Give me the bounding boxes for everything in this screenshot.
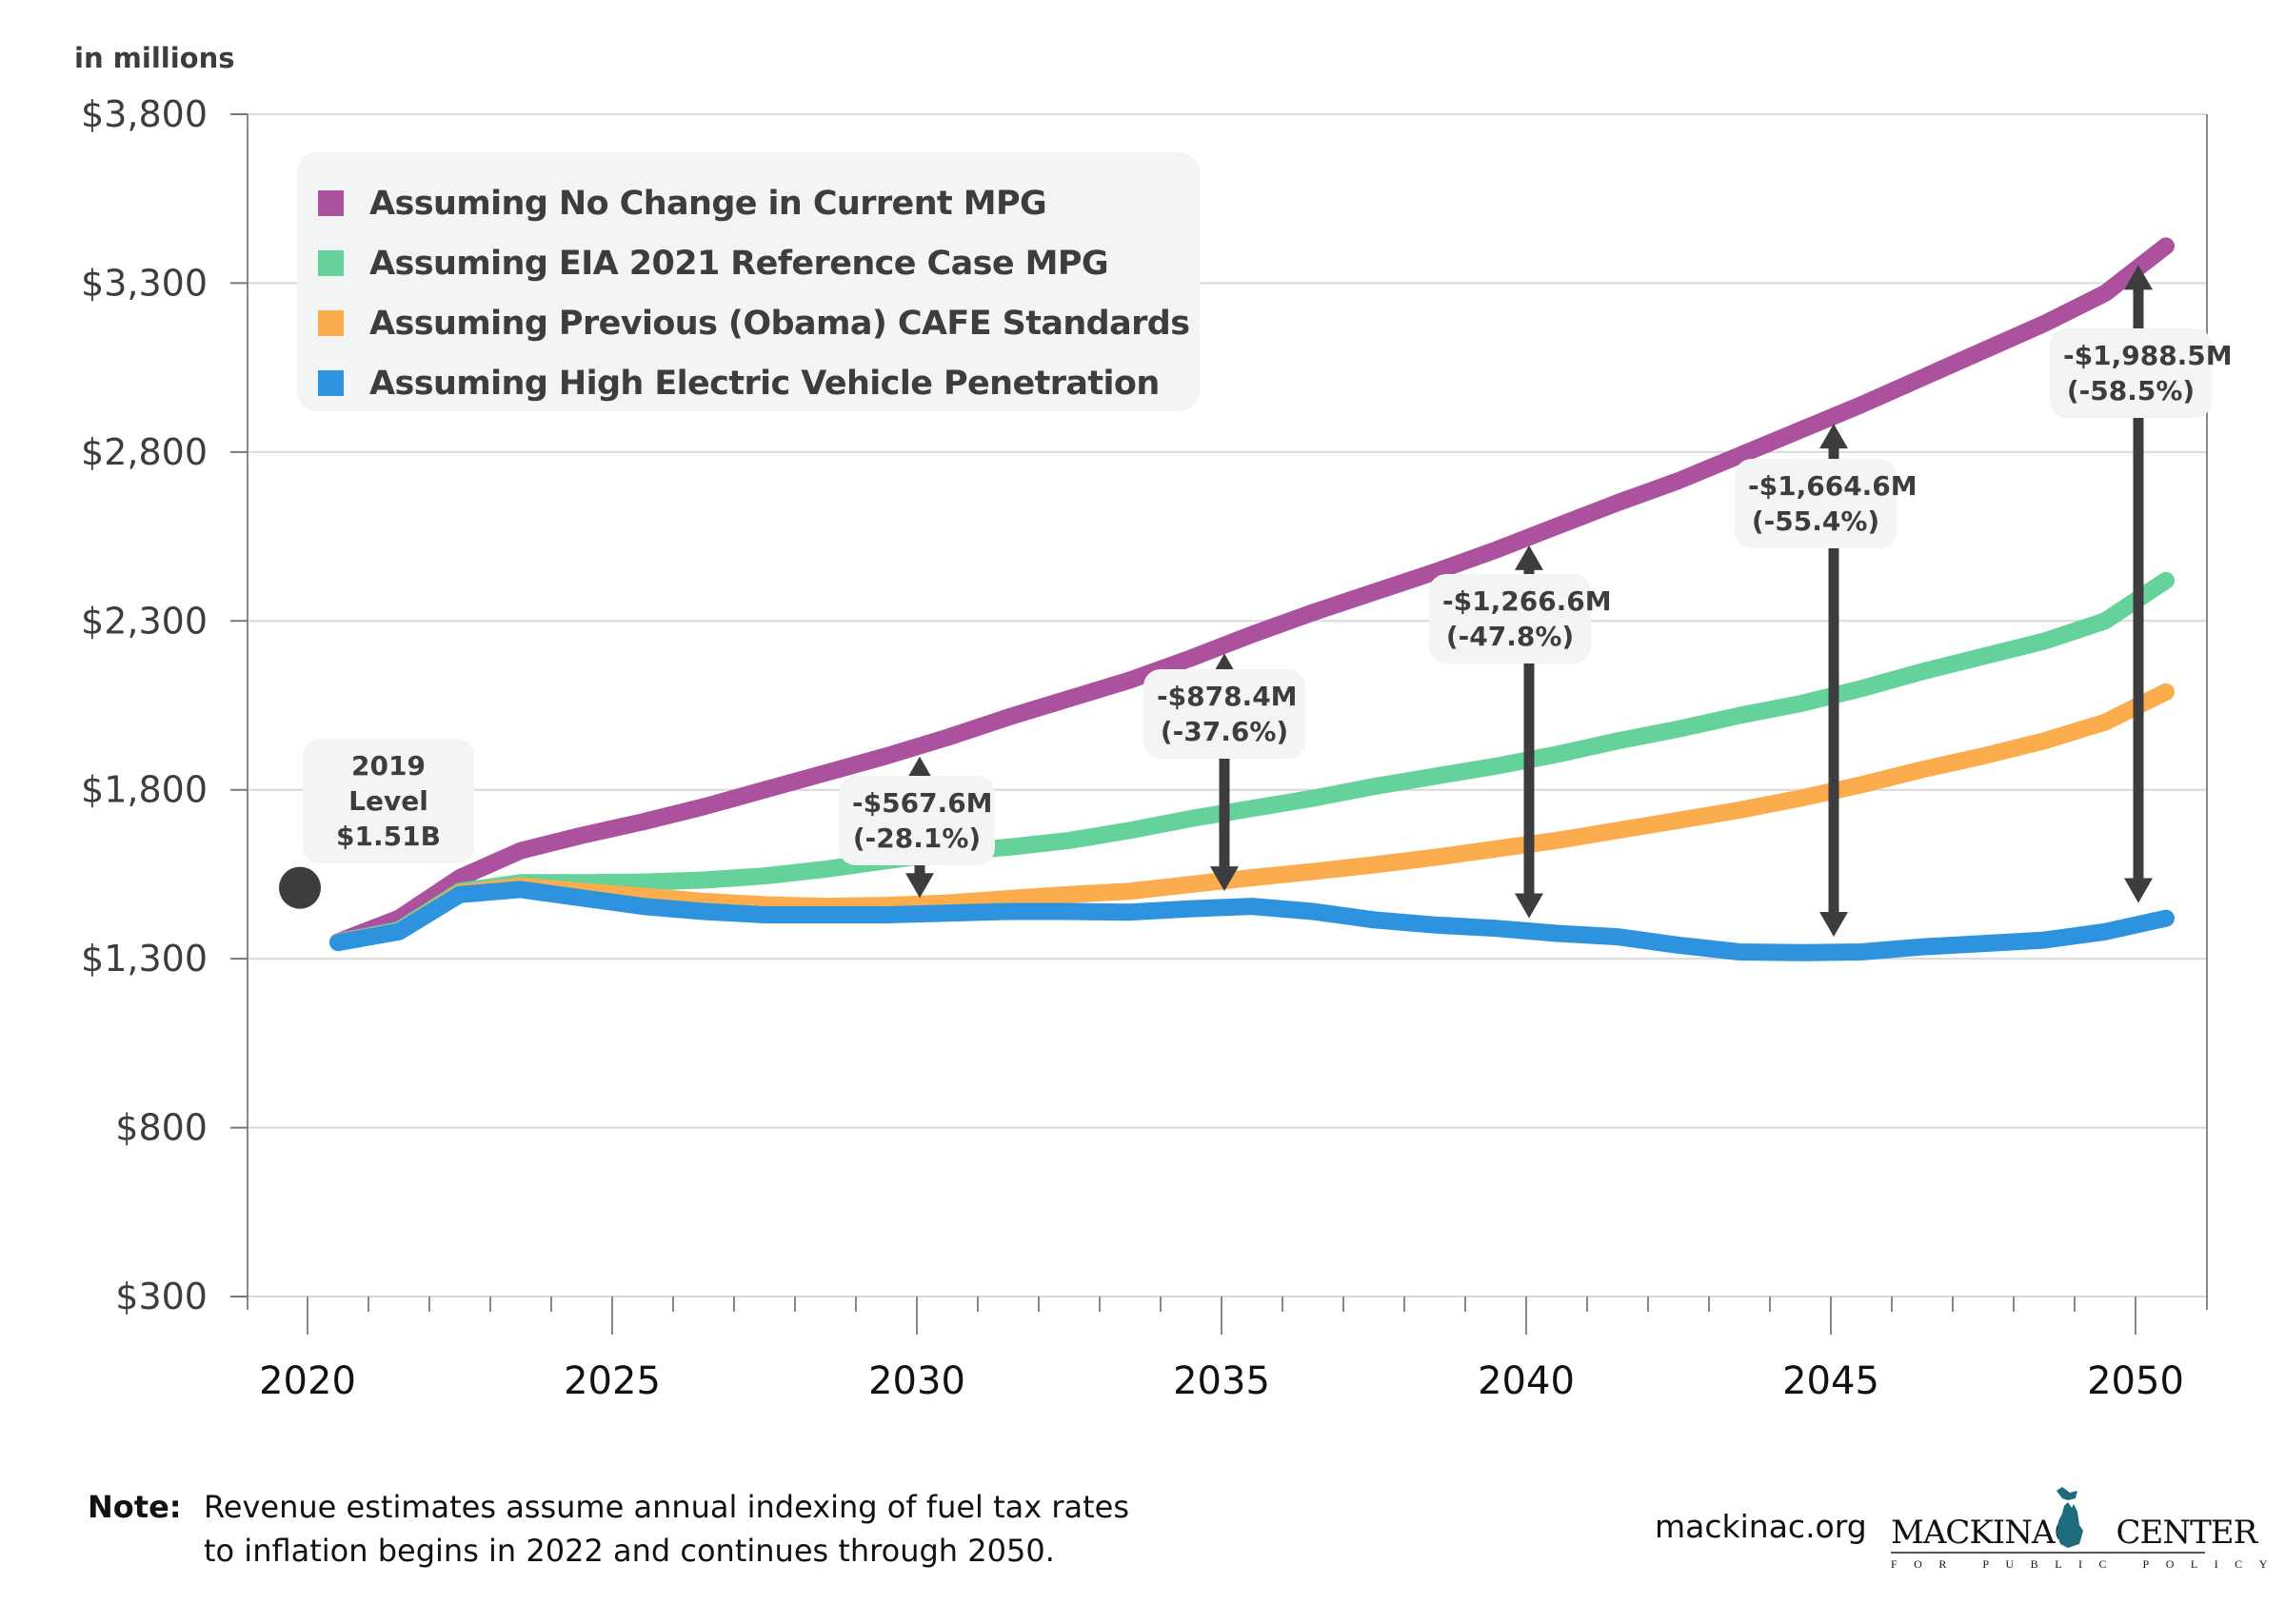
annotation-amount: -$1,664.6M: [1748, 470, 1917, 502]
mackinac-center-logo: MACKINAC CENTER FOR PUBLIC POLICY: [1891, 1487, 2284, 1573]
reference-label-line2: $1.51B: [336, 821, 441, 852]
x-tick-label: 2045: [1782, 1359, 1879, 1403]
y-tick-label: $1,300: [81, 938, 208, 980]
arrow-head-down: [2124, 878, 2153, 903]
axes: [247, 114, 2208, 1310]
x-axis-ticks: 2020 2025 2030 2035 2040 2045 2050: [259, 1297, 2184, 1403]
series-line-4: [329, 881, 2175, 961]
legend: Assuming No Change in Current MPG Assumi…: [297, 152, 1200, 411]
annotation-2045: -$1,664.6M (-55.4%): [1735, 459, 1917, 548]
legend-swatch-blue: [318, 370, 344, 396]
annotation-2030: -$567.6M (-28.1%): [839, 776, 995, 865]
series-line-1: [329, 237, 2175, 951]
x-tick-label: 2050: [2087, 1359, 2184, 1403]
logo-wordmark: MACKINAC CENTER: [1891, 1514, 2258, 1552]
arrow-head-up: [2124, 265, 2153, 290]
reference-2019-label: 2019 Level $1.51B: [303, 739, 474, 863]
y-tick-label: $300: [115, 1276, 208, 1317]
y-axis-unit-label: in millions: [74, 42, 235, 74]
arrow-head-up: [1819, 424, 1848, 449]
arrow-head-down: [905, 873, 934, 899]
legend-label: Assuming No Change in Current MPG: [369, 184, 1047, 223]
reference-point: [279, 866, 321, 909]
arrow-head-down: [1210, 866, 1239, 892]
y-tick-label: $2,800: [81, 431, 208, 473]
annotation-percent: (-55.4%): [1751, 505, 1880, 537]
annotation-percent: (-47.8%): [1445, 621, 1575, 652]
annotation-percent: (-58.5%): [2066, 375, 2196, 406]
series-line-3: [329, 683, 2175, 951]
annotation-amount: -$1,988.5M: [2063, 340, 2233, 371]
reference-label-line1: 2019 Level: [348, 750, 428, 817]
annotation-2040: -$1,266.6M (-47.8%): [1429, 574, 1612, 663]
note-line1: Revenue estimates assume annual indexing…: [204, 1489, 1130, 1525]
y-tick-label: $3,300: [81, 262, 208, 304]
logo-tagline: FOR PUBLIC POLICY: [1891, 1557, 2284, 1571]
y-axis-ticks: $300 $800 $1,300 $1,800 $2,300 $2,800 $3,300 $3…: [81, 93, 248, 1317]
footnote: Note: Revenue estimates assume annual ind…: [88, 1485, 1129, 1573]
y-tick-label: $1,800: [81, 769, 208, 811]
x-tick-label: 2035: [1173, 1359, 1270, 1403]
series-line-2: [329, 571, 2175, 951]
legend-label: Assuming EIA 2021 Reference Case MPG: [369, 244, 1109, 283]
note-key: Note:: [88, 1489, 182, 1525]
legend-item-no-change: Assuming No Change in Current MPG: [297, 173, 1200, 233]
logo-word-left: MACKINAC: [1891, 1514, 2079, 1552]
x-tick-label: 2020: [259, 1359, 356, 1403]
x-tick-label: 2030: [868, 1359, 965, 1403]
legend-label: Assuming Previous (Obama) CAFE Standards: [369, 304, 1190, 343]
michigan-map-icon: [2056, 1487, 2083, 1548]
annotation-2035: -$878.4M (-37.6%): [1143, 669, 1305, 759]
legend-item-high-ev: Assuming High Electric Vehicle Penetrati…: [297, 353, 1200, 413]
annotation-percent: (-28.1%): [852, 822, 982, 854]
reference-point-2019: [279, 866, 321, 909]
annotation-amount: -$1,266.6M: [1442, 585, 1612, 617]
annotation-amount: -$567.6M: [852, 787, 993, 819]
logo-divider: [1891, 1552, 2205, 1554]
arrow-head-down: [1515, 893, 1543, 919]
website-link[interactable]: mackinac.org: [1655, 1508, 1867, 1545]
arrow-head-up: [1515, 545, 1543, 570]
x-tick-label: 2040: [1478, 1359, 1575, 1403]
arrow-head-down: [1819, 912, 1848, 938]
x-tick-label: 2025: [564, 1359, 661, 1403]
legend-swatch-orange: [318, 310, 344, 336]
note-line2: to inflation begins in 2022 and continue…: [204, 1533, 1055, 1569]
arrow-head-up: [905, 756, 934, 782]
annotation-2050: -$1,988.5M (-58.5%): [2050, 328, 2233, 418]
logo-word-right: CENTER: [2116, 1514, 2258, 1552]
legend-item-obama-cafe: Assuming Previous (Obama) CAFE Standards: [297, 293, 1200, 353]
series-lines: [329, 237, 2175, 961]
legend-label: Assuming High Electric Vehicle Penetrati…: [369, 364, 1160, 403]
legend-swatch-green: [318, 250, 344, 276]
legend-item-eia-2021: Assuming EIA 2021 Reference Case MPG: [297, 233, 1200, 293]
annotation-amount: -$878.4M: [1157, 681, 1298, 712]
y-tick-label: $2,300: [81, 600, 208, 642]
annotation-percent: (-37.6%): [1160, 716, 1289, 747]
y-tick-label: $3,800: [81, 93, 208, 135]
y-tick-label: $800: [115, 1107, 208, 1149]
legend-swatch-purple: [318, 190, 344, 216]
